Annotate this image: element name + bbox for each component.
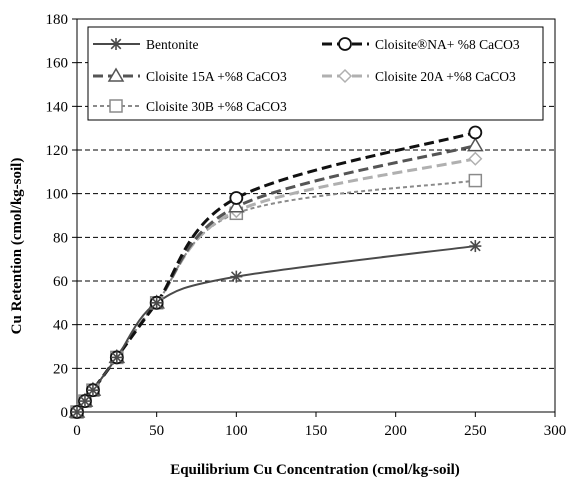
legend-box (87, 26, 544, 121)
legend-marker-3 (337, 68, 353, 84)
point-s2-6 (467, 137, 484, 152)
y-tick-label-3: 60 (53, 274, 68, 290)
y-tick-label-6: 120 (46, 143, 69, 159)
y-axis-title: Cu Retention (cmol/kg-soil) (9, 158, 25, 335)
point-s0-1 (78, 395, 91, 408)
legend-label-2: Cloisite 15A +%8 CaCO3 (146, 69, 287, 84)
point-s4-6 (468, 173, 483, 188)
y-tick-label-7: 140 (46, 99, 69, 115)
axes: 0 20 40 60 80 100 120 140 160 180 0 50 100 150 200 250 3… (46, 12, 567, 439)
x-tick-label-2: 100 (225, 423, 248, 439)
series-line-1 (75, 131, 476, 413)
y-tick-label-5: 100 (46, 187, 69, 203)
series-line-0 (76, 245, 476, 413)
y-tick-label-4: 80 (53, 230, 68, 246)
x-tick-label-5: 250 (464, 423, 487, 439)
legend-item-2: Cloisite 15A +%8 CaCO3 (93, 67, 287, 84)
series-markers (68, 125, 484, 420)
x-tick-label-3: 150 (305, 423, 328, 439)
point-s0-0 (71, 406, 83, 418)
x-tick-label-0: 0 (73, 423, 81, 439)
y-tick-label-8: 160 (46, 56, 69, 72)
legend-label-1: Cloisite®NA+ %8 CaCO3 (375, 37, 520, 52)
legend-label-4: Cloisite 30B +%8 CaCO3 (146, 99, 287, 114)
y-tick-label-1: 20 (53, 361, 68, 377)
legend-item-3: Cloisite 20A +%8 CaCO3 (322, 68, 516, 84)
series-lines (75, 131, 476, 413)
legend-marker-0 (110, 38, 122, 50)
legend-item-4: Cloisite 30B +%8 CaCO3 (93, 99, 287, 114)
point-s0-6 (469, 240, 482, 253)
y-tick-label-0: 0 (61, 405, 69, 421)
point-s2-5 (228, 198, 245, 213)
legend-label-3: Cloisite 20A +%8 CaCO3 (375, 69, 516, 84)
series-line-3 (75, 157, 476, 413)
legend: Bentonite Cloisite®NA+ %8 CaCO3 Cloisite 1… (87, 26, 544, 121)
point-s0-3 (110, 351, 123, 364)
legend-item-0: Bentonite (93, 37, 199, 52)
point-s3-6 (468, 151, 483, 166)
legend-item-1: Cloisite®NA+ %8 CaCO3 (322, 37, 520, 52)
series-line-4 (76, 179, 476, 413)
legend-label-0: Bentonite (146, 37, 199, 52)
y-tick-label-9: 180 (46, 12, 69, 28)
legend-marker-4 (109, 99, 123, 113)
x-tick-label-6: 300 (544, 423, 567, 439)
point-s1-5 (229, 191, 244, 205)
point-s0-4 (150, 296, 163, 309)
series-line-2 (75, 144, 476, 413)
x-tick-label-4: 200 (384, 423, 407, 439)
point-s0-5 (230, 270, 243, 283)
y-tick-label-2: 40 (53, 318, 68, 334)
legend-marker-1 (338, 37, 352, 51)
point-s0-2 (86, 384, 99, 397)
legend-marker-2 (107, 67, 125, 82)
x-tick-label-1: 50 (149, 423, 164, 439)
x-axis-title: Equilibrium Cu Concentration (cmol/kg-so… (170, 462, 460, 478)
point-s1-6 (468, 125, 483, 140)
